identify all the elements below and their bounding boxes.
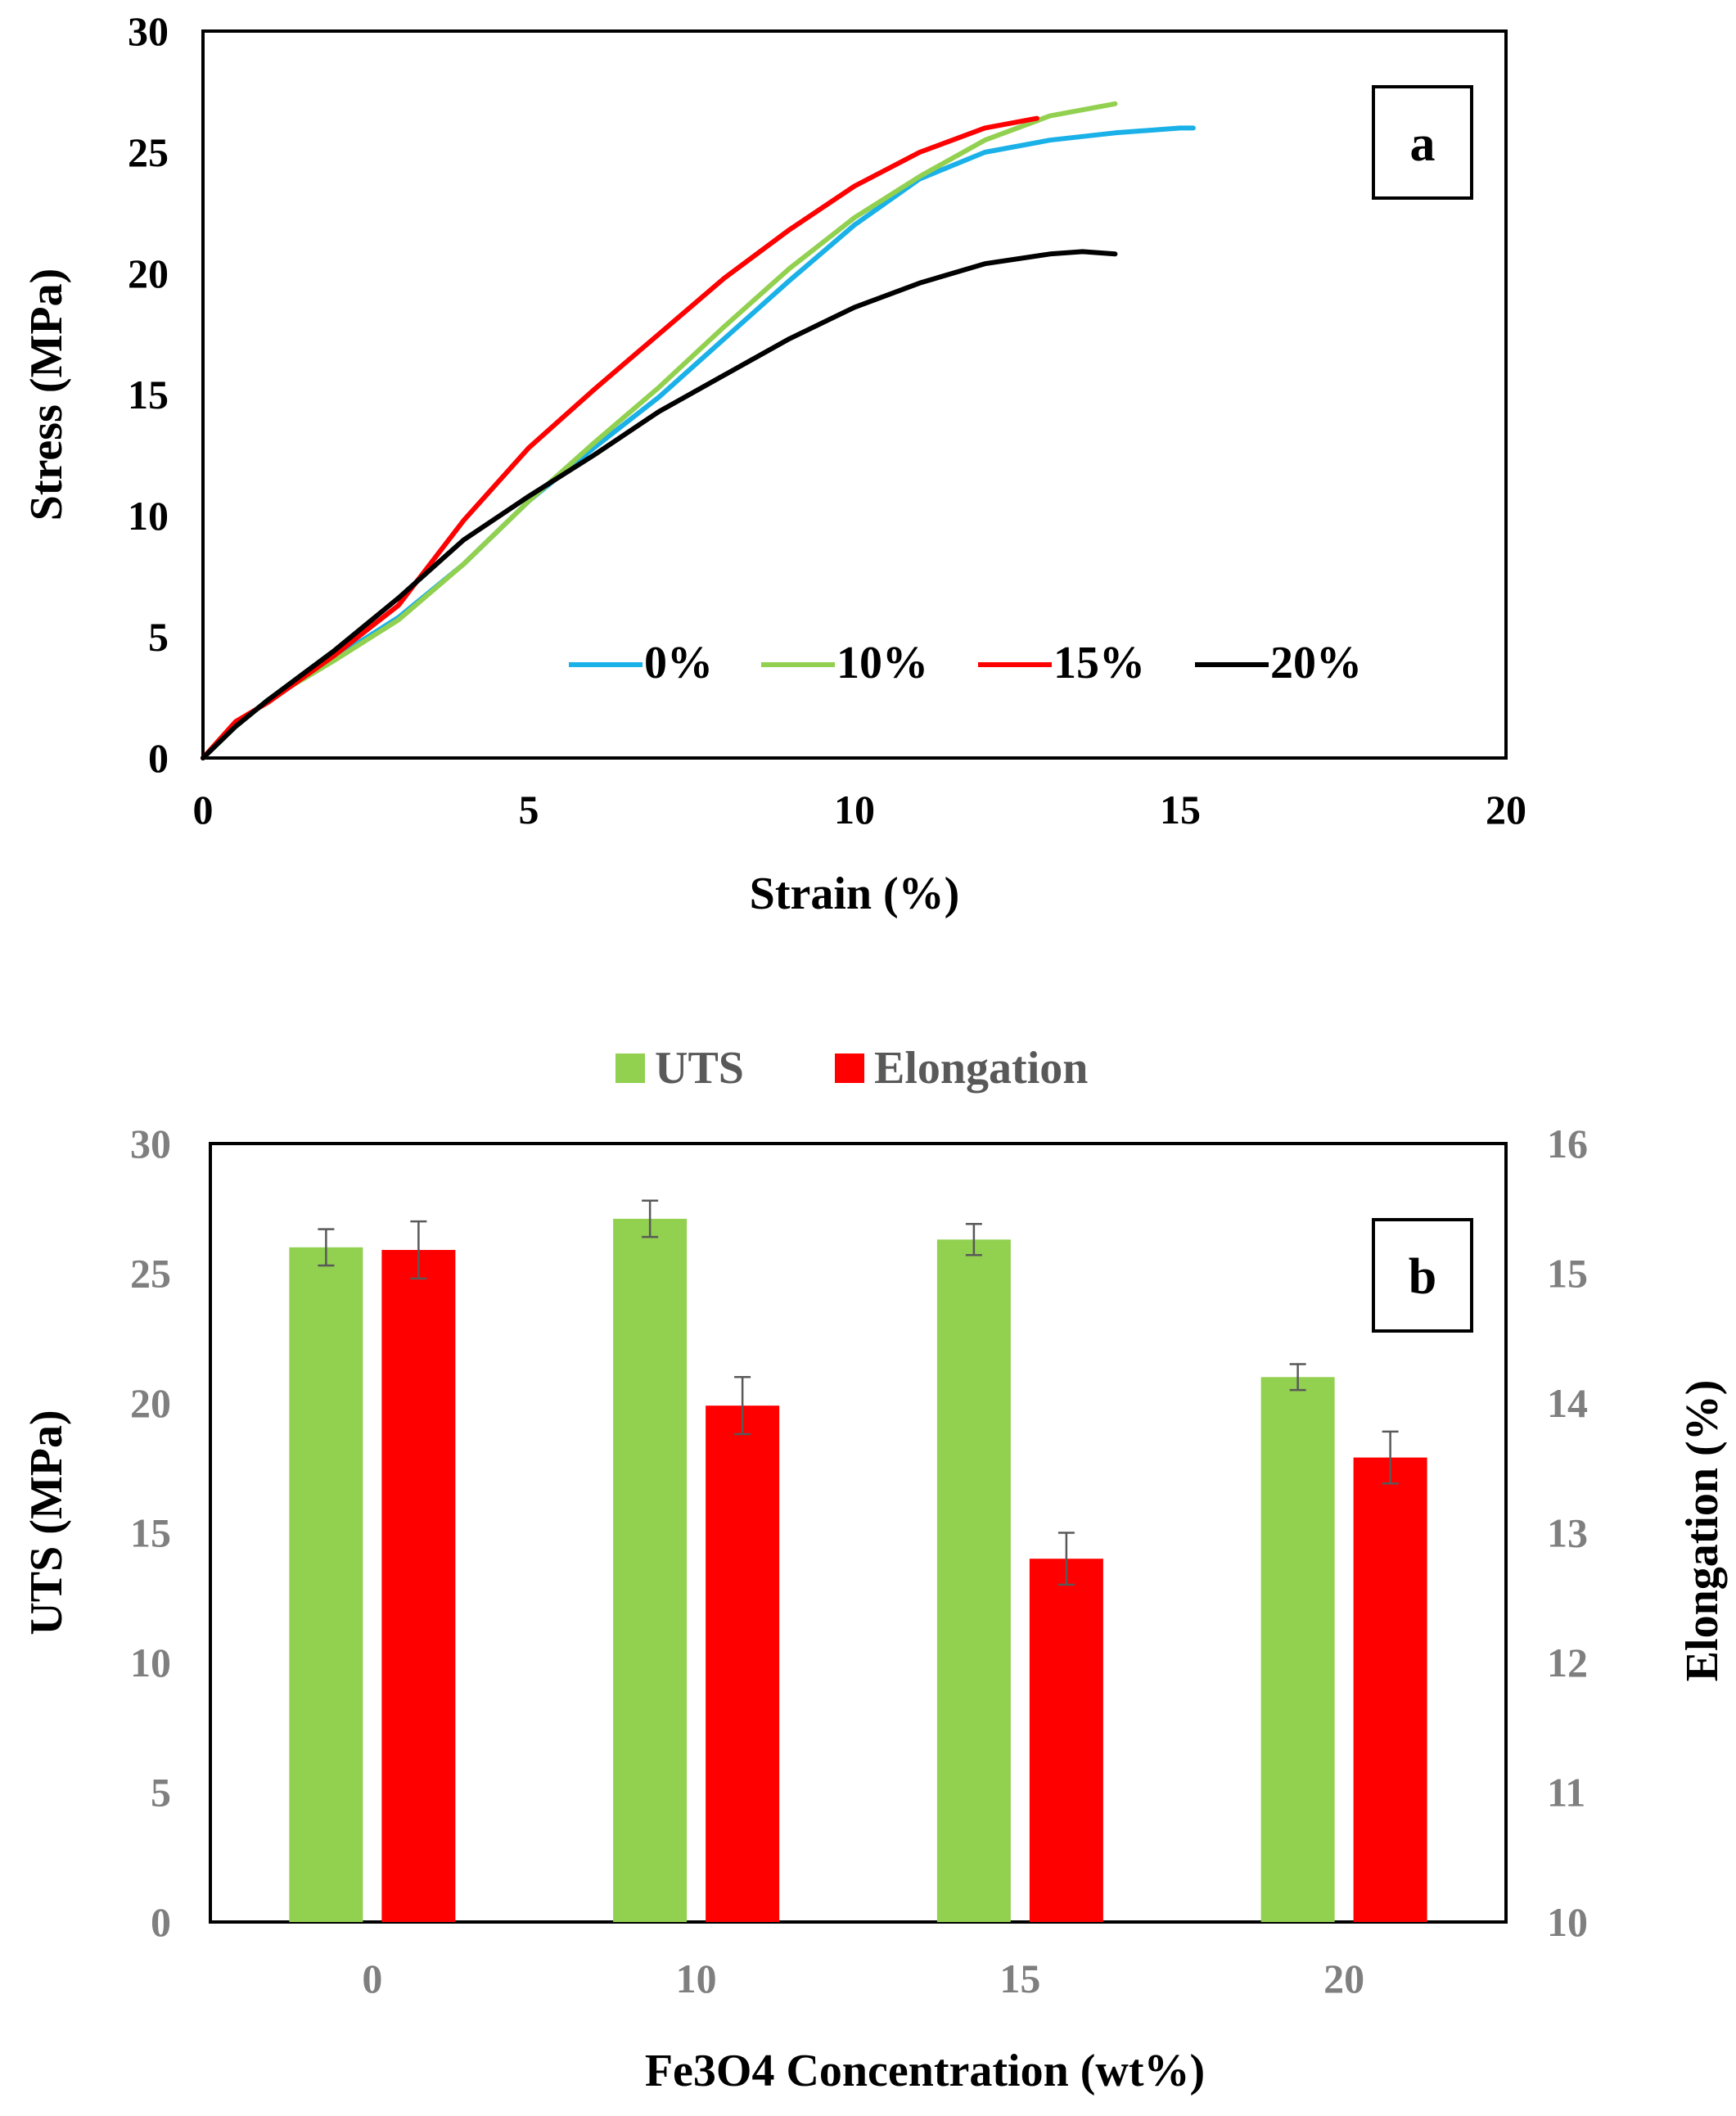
y2-tick-label-b: 11 xyxy=(1547,1770,1585,1816)
x-axis-title-a: Strain (%) xyxy=(750,869,960,919)
panel-label-b: b xyxy=(1409,1249,1436,1305)
series-line-20% xyxy=(201,249,1118,760)
legend-label-10%: 10% xyxy=(836,638,928,688)
panel-label-a: a xyxy=(1410,116,1436,172)
x-tick-label-b: 0 xyxy=(362,1956,382,2001)
y-tick-label-b: 30 xyxy=(130,1121,171,1166)
y-tick-label-b: 10 xyxy=(130,1640,171,1685)
panel-label-box-b xyxy=(1372,1218,1473,1333)
stress-strain-chart: 0 5 10 15 20 25 30 0 5 10 15 20 0% 10% 15% 20% a Stra… xyxy=(21,8,1526,919)
panel-label-box-a xyxy=(1372,85,1473,200)
y2-tick-label-b: 16 xyxy=(1547,1121,1588,1166)
legend-label-0%: 0% xyxy=(644,638,713,688)
x-tick-label-b: 15 xyxy=(999,1956,1040,2001)
bar-Elongation-10 xyxy=(706,1405,780,1922)
y-tick-label-a: 30 xyxy=(128,8,169,54)
bar-UTS-0 xyxy=(289,1247,363,1922)
y-tick-label-a: 15 xyxy=(128,372,169,417)
bar-Elongation-20 xyxy=(1353,1457,1427,1922)
y2-tick-label-b: 14 xyxy=(1547,1380,1588,1426)
y2-tick-label-b: 13 xyxy=(1547,1510,1588,1556)
y-tick-label-a: 20 xyxy=(128,250,169,296)
y-tick-label-a: 0 xyxy=(148,735,169,781)
y-tick-label-a: 5 xyxy=(148,614,169,660)
y-tick-label-b: 0 xyxy=(151,1899,171,1945)
y2-axis-title-b: Elongation (%) xyxy=(1677,1380,1728,1682)
bar-Elongation-15 xyxy=(1029,1559,1103,1922)
y2-tick-label-b: 10 xyxy=(1547,1899,1588,1945)
legend-label-15%: 15% xyxy=(1053,638,1145,688)
y2-tick-label-b: 15 xyxy=(1547,1251,1588,1297)
y-tick-label-b: 25 xyxy=(130,1251,171,1297)
legend-swatch-Elongation xyxy=(835,1053,864,1083)
bar-UTS-15 xyxy=(936,1239,1011,1922)
y-tick-label-b: 5 xyxy=(151,1770,171,1816)
bar-Elongation-0 xyxy=(381,1249,456,1922)
x-tick-label-a: 0 xyxy=(193,787,214,832)
x-tick-label-b: 20 xyxy=(1323,1956,1364,2001)
plot-area-a xyxy=(201,29,1508,760)
x-tick-label-b: 10 xyxy=(676,1956,717,2001)
uts-elongation-chart: 0 5 10 15 20 25 30 10 11 12 13 14 15 16 0 10 15 20 UTS E… xyxy=(21,1043,1728,2096)
y-axis-title-b: UTS (MPa) xyxy=(21,1410,72,1635)
y-tick-label-b: 20 xyxy=(130,1380,171,1426)
y-tick-label-a: 10 xyxy=(128,493,169,539)
x-tick-label-a: 15 xyxy=(1160,787,1201,832)
bar-UTS-10 xyxy=(613,1218,688,1922)
x-tick-label-a: 5 xyxy=(519,787,539,832)
x-tick-label-a: 20 xyxy=(1486,787,1526,832)
legend-label-20%: 20% xyxy=(1270,638,1362,688)
x-tick-label-a: 10 xyxy=(834,787,875,832)
legend-label-Elongation: Elongation xyxy=(874,1043,1088,1094)
bar-UTS-20 xyxy=(1260,1377,1335,1922)
y-tick-label-a: 25 xyxy=(128,129,169,175)
x-axis-title-b: Fe3O4 Concentration (wt%) xyxy=(645,2046,1205,2096)
series-line-15% xyxy=(201,115,1039,760)
y-tick-label-b: 15 xyxy=(130,1510,171,1556)
legend-swatch-UTS xyxy=(615,1053,645,1083)
y2-tick-label-b: 12 xyxy=(1547,1640,1588,1685)
legend-label-UTS: UTS xyxy=(655,1043,744,1094)
y-axis-title-a: Stress (MPa) xyxy=(21,268,72,521)
